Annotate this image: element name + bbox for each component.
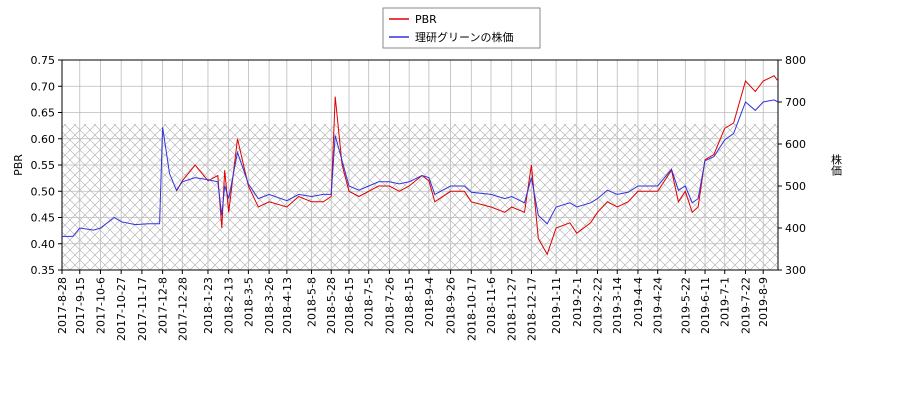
x-tick-label: 2018-12-17 (525, 277, 538, 341)
y-tick-label: 0.75 (31, 54, 56, 67)
x-tick-label: 2017-9-15 (74, 277, 87, 334)
x-tick-label: 2019-5-22 (679, 277, 692, 334)
x-tick-label: 2017-10-27 (115, 277, 128, 341)
x-tick-label: 2018-2-13 (223, 277, 236, 334)
x-tick-label: 2018-7-5 (363, 277, 376, 327)
y-tick-label: 0.65 (31, 107, 56, 120)
x-tick-label: 2018-9-4 (423, 277, 436, 327)
y-axis-label: PBR (12, 154, 25, 176)
hatched-band (62, 124, 778, 270)
x-tick-label: 2018-5-8 (306, 277, 319, 327)
x-tick-label: 2017-12-28 (176, 277, 189, 341)
x-tick-label: 2019-3-14 (611, 277, 624, 334)
y-tick-label: 0.55 (31, 159, 56, 172)
y2-tick-label: 600 (785, 138, 806, 151)
x-tick-label: 2018-5-28 (325, 277, 338, 334)
x-tick-label: 2018-11-6 (485, 277, 498, 334)
x-tick-label: 2019-4-4 (632, 277, 645, 327)
y2-tick-label: 500 (785, 180, 806, 193)
x-tick-label: 2019-1-11 (550, 277, 563, 334)
y-tick-label: 0.45 (31, 212, 56, 225)
series-line (175, 75, 779, 256)
x-tick-label: 2018-4-13 (281, 277, 294, 334)
x-tick-label: 2018-11-27 (506, 277, 519, 341)
y-tick-label: 0.50 (31, 185, 56, 198)
y2-tick-label: 700 (785, 96, 806, 109)
y-tick-label: 0.60 (31, 133, 56, 146)
x-tick-label: 2018-7-26 (383, 277, 396, 334)
y-tick-label: 0.70 (31, 80, 56, 93)
x-tick-label: 2018-6-15 (343, 277, 356, 334)
x-tick-label: 2018-8-15 (403, 277, 416, 334)
x-tick-label: 2019-6-11 (699, 277, 712, 334)
x-tick-label: 2019-2-1 (571, 277, 584, 327)
y2-tick-label: 300 (785, 264, 806, 277)
x-tick-label: 2018-3-5 (242, 277, 255, 327)
y2-tick-label: 400 (785, 222, 806, 235)
x-tick-label: 2019-7-22 (739, 277, 752, 334)
legend-box (382, 7, 541, 49)
plot-frame (61, 59, 779, 271)
series-line (62, 99, 779, 237)
x-tick-label: 2019-8-9 (757, 277, 770, 327)
x-tick-label: 2019-7-1 (719, 277, 732, 327)
x-tick-label: 2018-9-26 (445, 277, 458, 334)
x-tick-label: 2018-10-17 (465, 277, 478, 341)
y2-axis-label: 株価 (830, 153, 843, 176)
x-tick-label: 2017-12-8 (157, 277, 170, 334)
x-tick-label: 2018-1-23 (202, 277, 215, 334)
legend-label: PBR (415, 13, 437, 26)
y-tick-label: 0.35 (31, 264, 56, 277)
x-tick-label: 2017-11-17 (136, 277, 149, 341)
x-tick-label: 2019-4-24 (652, 277, 665, 334)
legend-label: 理研グリーンの株価 (415, 30, 513, 44)
x-tick-label: 2019-2-22 (592, 277, 605, 334)
x-tick-label: 2017-10-6 (94, 277, 107, 334)
y2-tick-label: 800 (785, 54, 806, 67)
y-tick-label: 0.40 (31, 238, 56, 251)
x-tick-label: 2018-3-26 (263, 277, 276, 334)
x-tick-label: 2017-8-28 (56, 277, 69, 334)
